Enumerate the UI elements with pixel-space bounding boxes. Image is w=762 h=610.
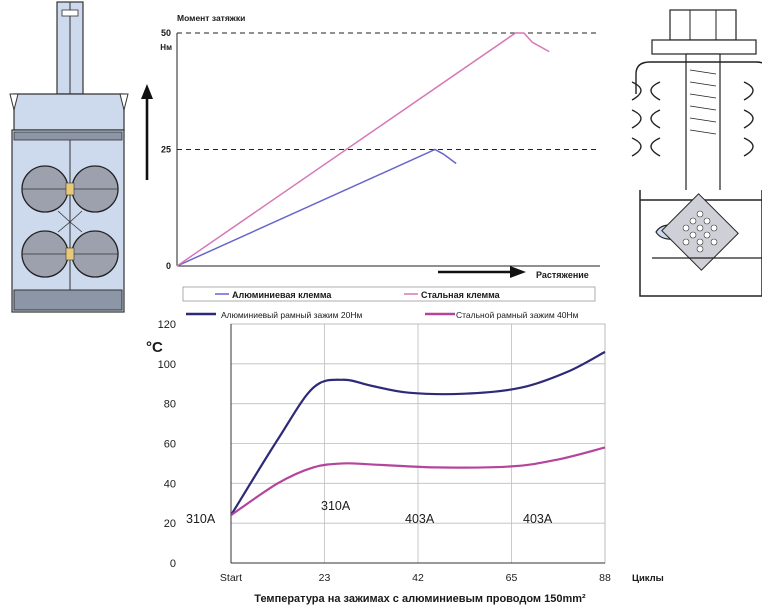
frame-clamp-drawing — [631, 9, 762, 297]
y-tick-label: 0 — [170, 558, 176, 570]
current-annotation: 310A — [321, 499, 351, 513]
y-axis-title: Момент затяжки — [177, 13, 245, 23]
series-line-steel-frame-clamp — [230, 446, 606, 517]
current-annotation: 403A — [523, 512, 553, 526]
temperature-chart: 0 20 40 60 80 100 120 Start 23 42 65 88 °C Циклы Темпе… — [146, 310, 664, 605]
x-tick-label: 88 — [599, 572, 611, 584]
series-line-aluminum-clamp — [176, 148, 457, 267]
slotted-clamp-drawing — [9, 1, 129, 313]
series-line-aluminum-frame-clamp — [230, 350, 606, 516]
right-arrow-icon — [510, 266, 526, 278]
x-tick-label: 23 — [319, 572, 331, 584]
y-tick-label: 120 — [158, 319, 176, 331]
y-axis-title: °C — [146, 339, 163, 356]
torque-chart: 0 25 50 Момент затяжки Нм Растяжение Алюминиев… — [141, 13, 600, 302]
y-tick-label: 50 — [161, 28, 171, 38]
legend-box — [182, 286, 596, 302]
x-axis-title: Циклы — [632, 573, 664, 584]
y-tick-label: 20 — [164, 518, 176, 530]
y-tick-label: 0 — [166, 261, 171, 271]
legend-label: Алюминиевый рамный зажим 20Нм — [221, 310, 362, 320]
x-axis-title: Растяжение — [536, 270, 589, 280]
series-line-steel-clamp — [176, 32, 550, 267]
current-annotation: 403A — [405, 512, 435, 526]
y-tick-label: 60 — [164, 439, 176, 451]
up-arrow-icon — [141, 84, 153, 99]
y-tick-label: 100 — [158, 359, 176, 371]
x-tick-label: 65 — [506, 572, 518, 584]
legend-label: Алюминиевая клемма — [232, 290, 332, 300]
y-tick-label: 40 — [164, 478, 176, 490]
current-annotation: 310A — [186, 512, 216, 526]
legend-label: Стальной рамный зажим 40Нм — [456, 310, 579, 320]
y-tick-label: 80 — [164, 399, 176, 411]
x-tick-label: Start — [220, 572, 242, 584]
x-tick-label: 42 — [412, 572, 424, 584]
legend-label: Стальная клемма — [421, 290, 501, 300]
chart-title: Температура на зажимах с алюминиевым про… — [254, 593, 586, 605]
y-tick-label: 25 — [161, 145, 171, 155]
y-axis-unit: Нм — [160, 43, 172, 52]
